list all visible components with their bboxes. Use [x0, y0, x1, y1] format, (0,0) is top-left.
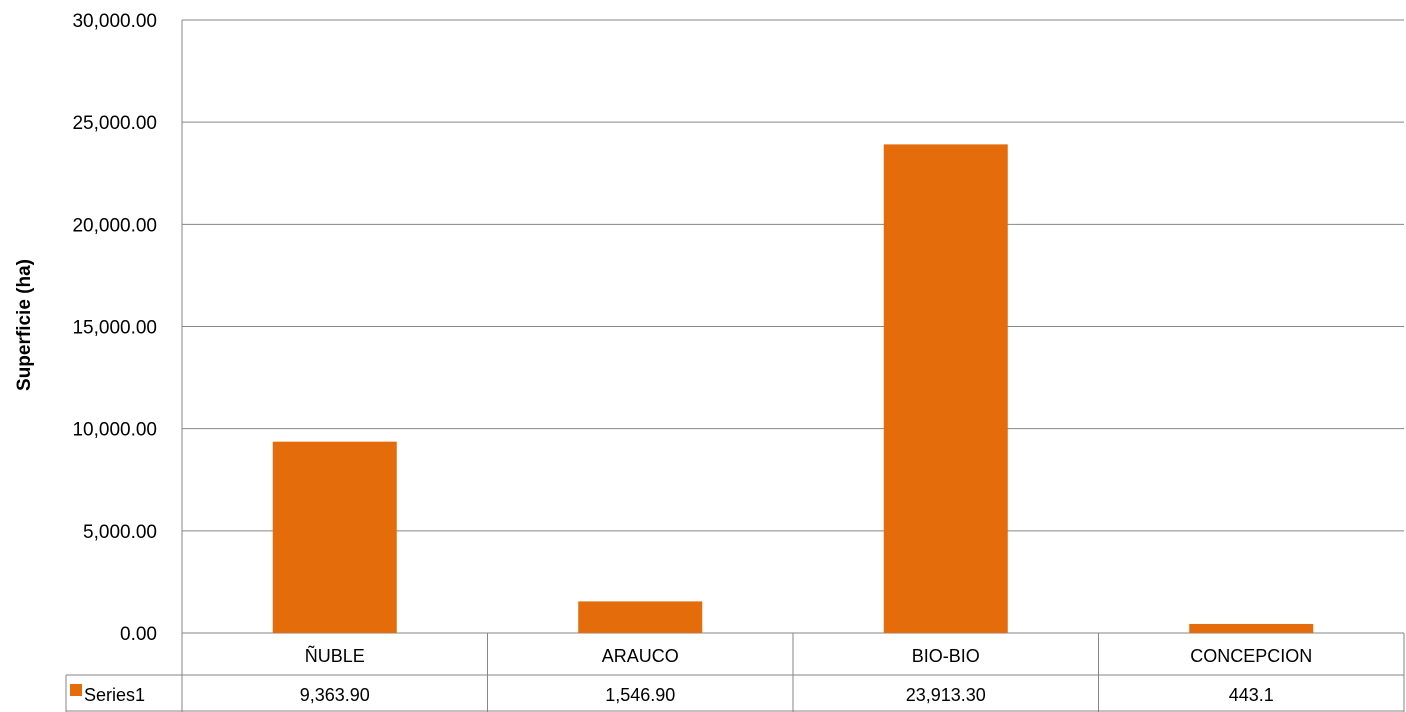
legend-swatch — [70, 684, 82, 696]
bar — [272, 441, 397, 633]
y-tick-label: 0.00 — [120, 624, 157, 645]
data-table-value: 9,363.90 — [300, 685, 370, 705]
y-axis-label: Superficie (ha) — [14, 259, 35, 391]
x-category-label: ARAUCO — [602, 646, 679, 666]
y-tick-label: 5,000.00 — [83, 522, 157, 543]
x-category-label: ÑUBLE — [305, 645, 365, 666]
y-tick-label: 30,000.00 — [72, 11, 157, 32]
bars — [272, 144, 1314, 633]
y-axis-ticks: 0.00 5,000.00 10,000.00 15,000.00 20,000.00 2… — [72, 11, 157, 645]
y-tick-label: 15,000.00 — [72, 318, 157, 339]
bar — [1189, 623, 1314, 633]
y-tick-label: 10,000.00 — [72, 420, 157, 441]
x-category-label: CONCEPCION — [1190, 646, 1312, 666]
data-table-value: 1,546.90 — [605, 685, 675, 705]
bar — [883, 144, 1008, 633]
y-tick-label: 20,000.00 — [72, 215, 157, 236]
data-table-value: 443.1 — [1229, 685, 1274, 705]
gridlines — [181, 19, 1404, 634]
data-table: ÑUBLE 9,363.90 ARAUCO 1,546.90 BIO-BIO 23,913… — [65, 633, 1405, 712]
data-table-value: 23,913.30 — [906, 685, 986, 705]
bar — [578, 601, 703, 633]
legend-series-name: Series1 — [84, 685, 145, 705]
y-tick-label: 25,000.00 — [72, 113, 157, 134]
x-category-label: BIO-BIO — [912, 646, 980, 666]
